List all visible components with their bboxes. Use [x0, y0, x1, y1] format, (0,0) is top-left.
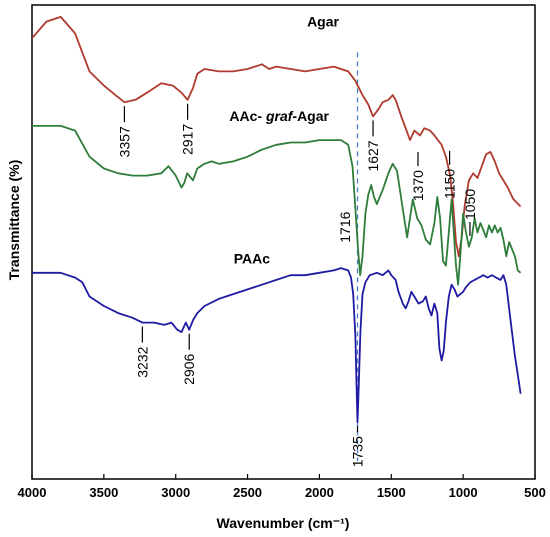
- peak-label-1370: 1370: [410, 170, 426, 201]
- x-tick-label-2000: 2000: [305, 485, 334, 500]
- peak-annotation-1627: 1627: [365, 120, 381, 172]
- peak-annotation-3232: 3232: [134, 326, 150, 378]
- peak-label-1735: 1735: [350, 436, 366, 467]
- peak-label-2917: 2917: [180, 124, 196, 155]
- peak-annotation-3357: 3357: [116, 106, 132, 157]
- peak-annotation-1735: 1735: [350, 426, 366, 467]
- x-axis-tick-labels: 4000 3500 3000 2500 2000 1500 1000 500: [18, 485, 546, 500]
- peak-annotation-2917: 2917: [180, 103, 196, 155]
- x-axis-ticks: [31, 474, 536, 479]
- peak-label-1627: 1627: [365, 140, 381, 171]
- peak-label-3357: 3357: [116, 126, 132, 157]
- series-label-2: PAAc: [234, 250, 271, 266]
- plot-frame: [31, 4, 536, 480]
- peak-annotation-1370: 1370: [410, 152, 426, 201]
- x-tick-label-4000: 4000: [18, 485, 47, 500]
- x-tick-label-3000: 3000: [161, 485, 190, 500]
- series-labels: Agar AAc- graf-Agar PAAc: [229, 13, 339, 266]
- x-tick-label-1000: 1000: [449, 485, 478, 500]
- peak-annotation-1716: 1716: [337, 211, 353, 242]
- peak-label-3232: 3232: [134, 346, 150, 377]
- x-tick-label-3500: 3500: [89, 485, 118, 500]
- peak-annotation-2906: 2906: [181, 333, 197, 385]
- peak-label-1050: 1050: [462, 189, 478, 220]
- series-line-2: [32, 267, 522, 423]
- peak-annotation-1050: 1050: [462, 189, 478, 236]
- series-line-1: [32, 125, 522, 286]
- x-tick-label-500: 500: [524, 485, 546, 500]
- series-lines: [31, 15, 522, 423]
- peak-annotation-1150: 1150: [442, 150, 458, 199]
- y-axis-title: Transmittance (%): [6, 160, 22, 281]
- peak-label-1716: 1716: [337, 211, 353, 242]
- series-label-1: AAc- graf-Agar: [229, 108, 329, 124]
- x-axis-title: Wavenumber (cm⁻¹): [217, 515, 350, 531]
- series-label-0: Agar: [307, 13, 339, 29]
- peak-label-1150: 1150: [442, 169, 458, 199]
- x-tick-label-1500: 1500: [377, 485, 406, 500]
- series-line-0: [31, 15, 522, 258]
- peak-label-2906: 2906: [181, 353, 197, 384]
- x-tick-label-2500: 2500: [233, 485, 262, 500]
